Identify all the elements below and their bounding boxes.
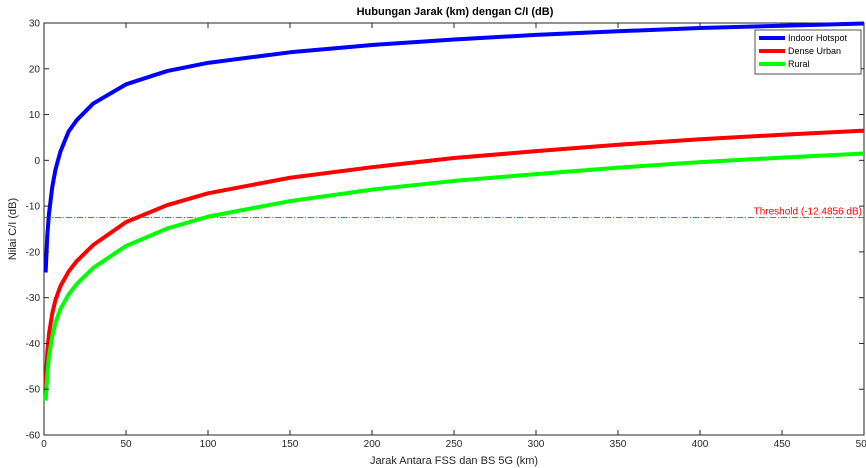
y-tick-label: 20: [29, 64, 41, 75]
x-tick-label: 150: [282, 439, 299, 450]
series-line-1: [43, 128, 865, 388]
x-tick-label: 100: [200, 439, 217, 450]
plot-area: [43, 22, 865, 436]
x-tick-label: 300: [528, 439, 545, 450]
x-tick-label: 400: [692, 439, 709, 450]
x-tick-label: 200: [364, 439, 381, 450]
y-axis-label: Nilai C/I (dB): [7, 198, 19, 260]
legend: Indoor Hotspot Dense Urban Rural: [754, 29, 862, 75]
series-line-2: [43, 151, 865, 401]
y-tick-label: 30: [29, 19, 41, 30]
x-axis-label: Jarak Antara FSS dan BS 5G (km): [370, 455, 538, 467]
y-tick-label: -60: [26, 431, 41, 442]
y-tick-label: 10: [29, 110, 41, 121]
chart-title: Hubungan Jarak (km) dengan C/I (dB): [357, 6, 554, 18]
y-tick-label: -30: [26, 293, 41, 304]
y-tick-label: -50: [26, 385, 41, 396]
x-tick-label: 450: [774, 439, 791, 450]
series-line-0: [43, 21, 865, 273]
x-tick-label: 50: [120, 439, 132, 450]
y-tick-label: -40: [26, 339, 41, 350]
x-tick-label: 250: [446, 439, 463, 450]
x-tick-label: 500: [856, 439, 866, 450]
y-tick-label: -20: [26, 247, 41, 258]
y-tick-label: 0: [34, 156, 40, 167]
x-tick-label: 0: [41, 439, 47, 450]
y-tick-label: -10: [26, 202, 41, 213]
x-tick-label: 350: [610, 439, 627, 450]
legend-label: Rural: [788, 59, 810, 69]
legend-label: Dense Urban: [788, 46, 841, 56]
legend-label: Indoor Hotspot: [788, 33, 848, 43]
threshold-label: Threshold (-12.4856 dB): [754, 206, 862, 217]
